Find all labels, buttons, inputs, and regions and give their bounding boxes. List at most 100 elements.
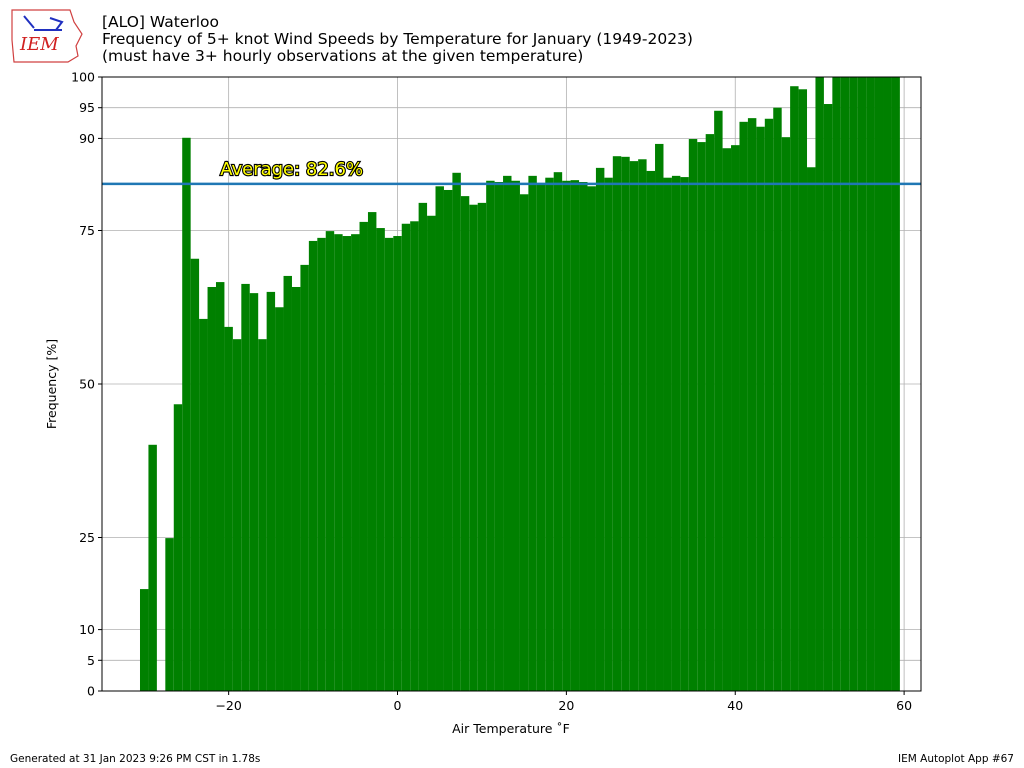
bar [807,167,816,691]
x-tick-label: 20 [558,698,574,713]
bar [883,77,892,691]
bar [384,237,394,692]
bar [224,326,233,691]
logo-text: IEM [19,34,59,55]
bar [460,196,470,691]
bar [207,286,216,691]
chart-title: [ALO] Waterloo [102,13,219,31]
bar [418,202,428,691]
footer-right: IEM Autoplot App #67 [898,753,1014,765]
bar [663,177,672,692]
bar [545,177,554,692]
bar [486,180,495,692]
bar [815,77,824,691]
bar [139,589,149,691]
x-tick-label: 40 [727,698,743,713]
bar [359,221,368,692]
y-tick-label: 95 [79,100,95,115]
x-axis-label: Air Temperature ˚F [452,721,570,736]
bar [376,228,385,691]
bar [705,134,715,692]
bar [266,291,276,691]
bar [325,231,335,691]
y-tick-label: 5 [87,653,95,668]
bar [427,215,436,691]
bar [671,175,681,691]
bar [249,293,259,691]
bar [190,258,200,691]
y-tick-label: 100 [71,70,95,85]
bar [351,234,360,691]
bar [536,183,546,692]
bar [638,159,647,691]
bar [570,180,580,692]
bar [410,221,419,692]
plot-area: 0 5 10 25 50 75 90 95 100 −20 0 20 40 60 Average: 82.6… [71,70,922,713]
bar [165,538,174,691]
y-tick-label: 0 [87,684,95,699]
bar [697,142,706,692]
logo-icon [23,15,64,31]
bar [401,223,411,691]
bar [511,180,520,692]
logo: IEM [11,9,83,63]
chart-subtitle: (must have 3+ hourly observations at the… [102,47,583,65]
bar [604,177,613,692]
y-tick-label: 10 [79,622,95,637]
bar [477,202,487,691]
bar [342,236,352,691]
bar [215,282,225,691]
bar [469,204,478,691]
bar [553,172,563,692]
y-tick-label: 25 [79,530,95,545]
bar [857,77,867,691]
bar [443,189,453,691]
x-tick-label: 60 [896,698,912,713]
bar [891,77,900,691]
chart-subtitle: Frequency of 5+ knot Wind Speeds by Temp… [102,30,693,48]
bar [849,77,858,691]
footer-left: Generated at 31 Jan 2023 9:26 PM CST in … [10,753,260,765]
bar [764,118,774,691]
bar [747,118,757,691]
bar [528,175,537,691]
x-tick-label: −20 [215,698,241,713]
bar [823,104,833,692]
bar [621,156,630,691]
bar [562,180,571,692]
bar [790,86,799,691]
bar [832,77,841,691]
bar [494,181,504,691]
bar [722,148,732,691]
bar [688,139,698,691]
bar [840,77,850,691]
x-tick-label: 0 [394,698,402,713]
bar [148,444,157,691]
bar [435,186,444,692]
bar [452,172,461,691]
bar [595,167,605,691]
bar [781,137,791,691]
bar [646,170,656,691]
plot-frame [101,76,922,692]
y-tick-label: 75 [79,223,95,238]
bar [519,194,529,692]
average-label: Average: 82.6% [220,159,363,180]
bar [199,318,208,691]
bar [275,307,284,691]
bar [334,234,343,691]
bar [629,161,639,692]
bar [680,177,689,691]
bar [612,156,622,691]
bar [300,264,309,691]
bar [291,286,301,691]
bar [866,77,875,691]
bar [731,145,740,692]
bar [173,404,183,691]
y-axis-label: Frequency [%] [44,339,59,429]
bar [655,143,664,691]
bar [182,137,191,691]
bar [393,236,402,691]
bar [283,275,292,691]
